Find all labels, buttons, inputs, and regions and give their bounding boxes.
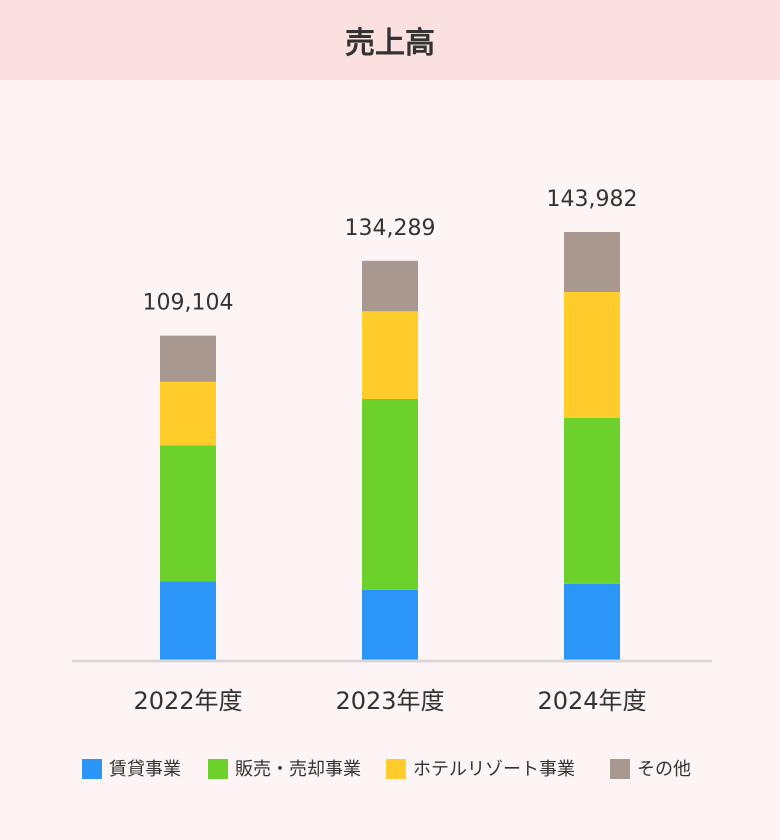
chart-title: 売上高: [0, 0, 780, 80]
legend-label: 賃貸事業: [109, 759, 181, 780]
x-tick-label: 2022年度: [133, 687, 242, 715]
bar-segment: [564, 418, 620, 584]
total-label: 143,982: [547, 187, 638, 212]
legend-swatch: [208, 759, 228, 779]
x-tick-label: 2024年度: [537, 687, 646, 715]
bar-segment: [362, 311, 418, 400]
x-tick-label: 2023年度: [335, 687, 444, 715]
bar-segment: [362, 589, 418, 660]
bar-segment: [362, 260, 418, 312]
total-label: 109,104: [143, 291, 234, 316]
bar-segment: [362, 399, 418, 590]
chart: 109,104 2022年度 134,289 2023年度 143,982 2024年度賃…: [72, 187, 712, 780]
total-label: 134,289: [345, 216, 436, 241]
bar-segment: [160, 381, 216, 446]
bar-segment: [160, 445, 216, 582]
legend-swatch: [82, 759, 102, 779]
legend-label: その他: [637, 759, 691, 780]
legend-label: 販売・売却事業: [235, 759, 361, 780]
legend-swatch: [386, 759, 406, 779]
legend-swatch: [610, 759, 630, 779]
bar-segment: [564, 583, 620, 660]
bar-segment: [564, 291, 620, 419]
bar-segment: [160, 581, 216, 660]
bar-segment: [564, 232, 620, 292]
legend-label: ホテルリゾート事業: [413, 759, 575, 780]
bar-segment: [160, 335, 216, 382]
